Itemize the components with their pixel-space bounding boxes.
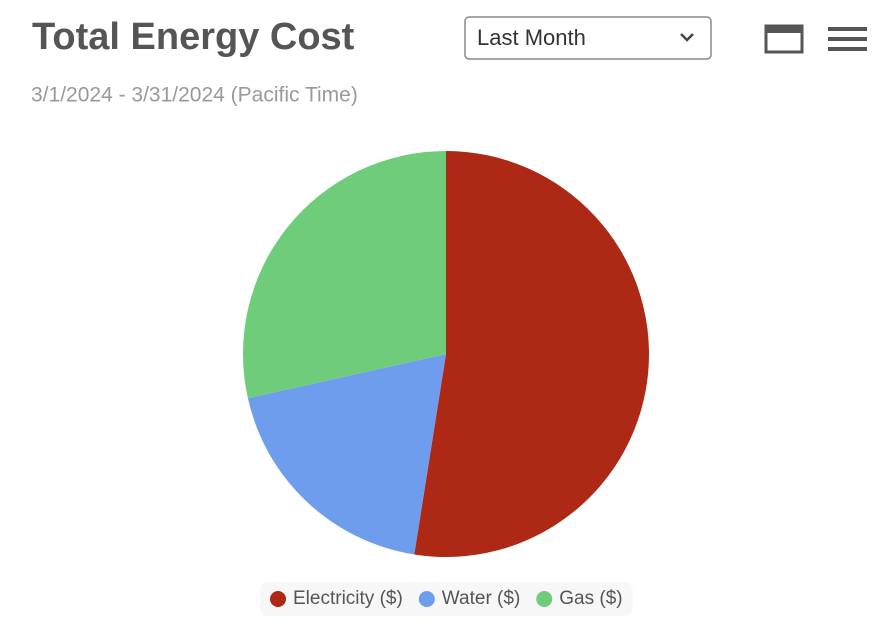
- menu-line[interactable]: [828, 37, 867, 41]
- legend-label[interactable]: Water ($): [442, 588, 520, 609]
- legend-label[interactable]: Electricity ($): [293, 588, 403, 609]
- dropdown-box[interactable]: [464, 16, 712, 60]
- legend-label[interactable]: Gas ($): [559, 588, 622, 609]
- dropdown-arrow[interactable]: [680, 33, 694, 42]
- window-bar[interactable]: [766, 26, 802, 33]
- menu-icon[interactable]: [828, 27, 867, 51]
- legend-marker[interactable]: [270, 591, 286, 607]
- period-dropdown[interactable]: Last Month: [464, 16, 712, 60]
- legend-marker[interactable]: [536, 591, 553, 607]
- pie-slice: [414, 151, 649, 557]
- fullscreen-icon[interactable]: [764, 24, 804, 54]
- legend-background: [260, 582, 633, 616]
- menu-line[interactable]: [828, 27, 867, 31]
- pie-slice: [243, 151, 446, 399]
- chart-subtitle: 3/1/2024 - 3/31/2024 (Pacific Time): [31, 84, 358, 107]
- legend-marker[interactable]: [418, 591, 435, 607]
- menu-line[interactable]: [828, 47, 867, 51]
- chart-title: Total Energy Cost: [32, 16, 355, 58]
- pie-slice: [247, 354, 446, 555]
- dropdown-value[interactable]: Last Month: [477, 25, 586, 50]
